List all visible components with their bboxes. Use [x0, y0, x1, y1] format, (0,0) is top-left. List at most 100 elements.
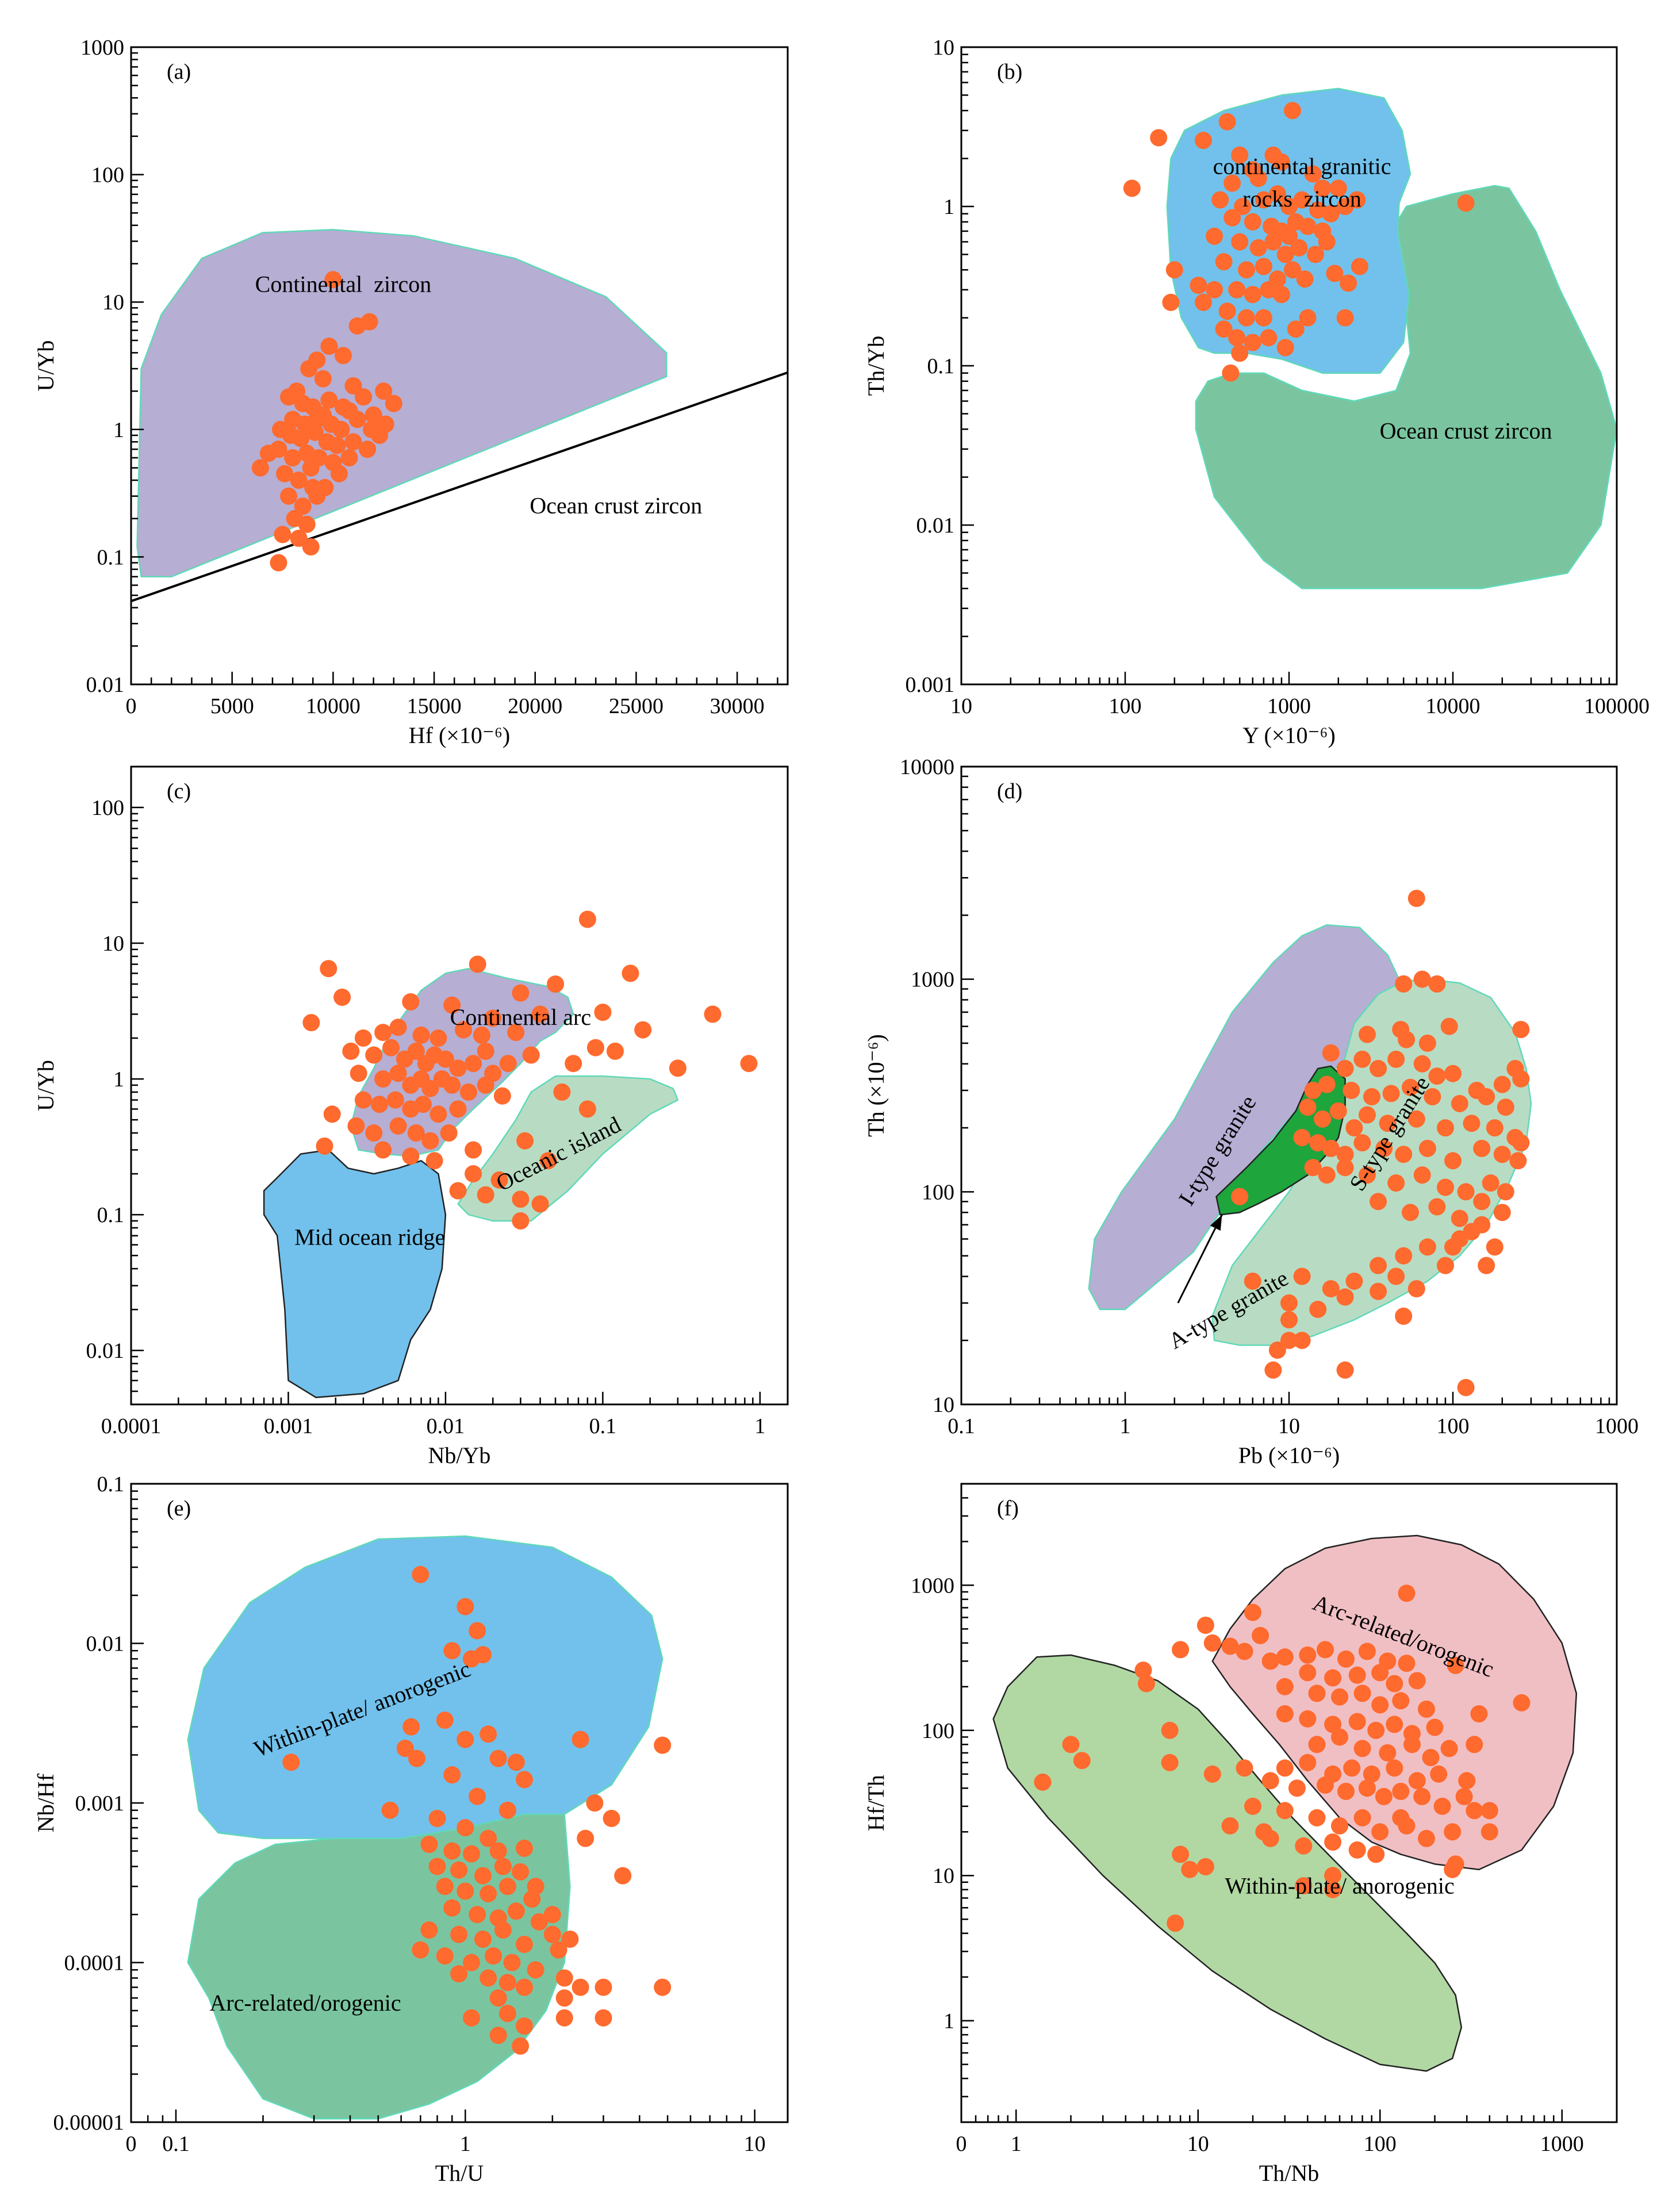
data-point — [493, 1087, 511, 1105]
data-point — [480, 1969, 497, 1987]
data-point — [565, 1055, 582, 1073]
data-point — [1392, 1782, 1410, 1800]
data-point — [527, 1961, 544, 1979]
frame-f — [960, 1483, 1618, 2123]
data-point — [1512, 1021, 1530, 1039]
panel-b: Ocean crust zircon continental granitic ro… — [863, 36, 1650, 748]
data-point — [320, 338, 338, 355]
x-tick-label: 0.1 — [948, 1414, 975, 1438]
data-point — [374, 1024, 392, 1042]
data-point — [1444, 1152, 1462, 1170]
data-point — [1181, 1860, 1199, 1878]
data-point — [1244, 1797, 1261, 1815]
data-point — [1418, 1034, 1436, 1052]
region-label: Continental arc — [450, 1004, 591, 1030]
data-point — [1386, 1675, 1403, 1693]
data-point — [1218, 113, 1236, 131]
y-tick-label: 10 — [102, 932, 124, 956]
data-point — [1343, 1759, 1361, 1777]
data-point — [274, 526, 291, 543]
y-tick-label: 0.1 — [97, 545, 125, 569]
data-point — [1317, 1641, 1334, 1659]
data-point — [1215, 320, 1233, 338]
x-axis-label: Hf (×10⁻⁶) — [409, 722, 510, 748]
data-point — [1359, 1025, 1376, 1043]
data-point — [1340, 274, 1357, 292]
data-point — [1408, 1772, 1426, 1790]
data-point — [1509, 1152, 1527, 1170]
data-point — [1324, 1833, 1342, 1851]
data-point — [740, 1055, 758, 1073]
x-tick-label: 10 — [1187, 2132, 1209, 2156]
data-point — [1402, 1078, 1419, 1096]
data-point — [1367, 1846, 1385, 1863]
y-tick-label: 0.1 — [97, 1203, 125, 1227]
data-point — [457, 1731, 474, 1748]
data-point — [539, 1152, 557, 1170]
data-point — [1463, 1115, 1480, 1132]
data-point — [1363, 1765, 1380, 1783]
y-tick-label: 1 — [943, 2009, 954, 2034]
data-point — [1318, 1166, 1336, 1184]
data-point — [1478, 1257, 1495, 1274]
data-point — [421, 1132, 439, 1150]
data-point — [1413, 970, 1431, 988]
data-point — [1264, 233, 1282, 251]
x-tick-label: 20000 — [508, 694, 562, 718]
data-point — [1308, 1809, 1326, 1827]
data-point — [1493, 1204, 1511, 1222]
data-point — [469, 955, 486, 973]
data-point — [512, 1212, 530, 1230]
x-tick-label: 1 — [1120, 1414, 1131, 1438]
data-point — [436, 1050, 454, 1068]
data-point — [1398, 1584, 1416, 1602]
data-point — [314, 370, 332, 388]
y-tick-label: 0.01 — [86, 1632, 125, 1656]
data-point — [1470, 1705, 1488, 1722]
x-tick-label: 5000 — [210, 694, 254, 718]
data-point — [1353, 1740, 1371, 1758]
data-point — [1451, 1094, 1468, 1112]
data-point — [1370, 1060, 1387, 1077]
data-point — [1255, 1823, 1273, 1841]
y-tick-label: 1000 — [80, 36, 124, 60]
y-tick-label: 100 — [922, 1719, 954, 1743]
data-point — [507, 1902, 525, 1920]
data-point — [455, 1021, 473, 1039]
y-tick-label: 0.001 — [906, 673, 955, 697]
data-point — [586, 1039, 604, 1056]
data-point — [324, 271, 342, 289]
y-axis-label: U/Yb — [33, 340, 59, 392]
data-point — [1493, 1146, 1511, 1163]
data-point — [498, 1974, 516, 1992]
x-tick-label: 0.1 — [162, 2132, 190, 2156]
y-tick-label: 100 — [91, 163, 124, 187]
data-point — [1167, 1915, 1184, 1932]
data-point — [365, 1124, 383, 1142]
data-point — [1457, 1183, 1475, 1201]
data-point — [1359, 1166, 1376, 1184]
data-point — [1264, 1361, 1282, 1379]
data-point — [407, 1042, 425, 1060]
data-point — [1238, 309, 1255, 327]
data-point — [385, 395, 402, 412]
x-axis-label: Nb/Yb — [428, 1442, 491, 1468]
data-point — [1351, 258, 1368, 275]
data-point — [1231, 233, 1249, 251]
data-point — [284, 449, 302, 466]
data-point — [1348, 1841, 1366, 1859]
data-point — [474, 1867, 492, 1885]
x-tick-label: 1 — [460, 2132, 471, 2156]
data-point — [1458, 1772, 1476, 1790]
data-point — [1299, 1098, 1317, 1116]
data-point — [594, 1004, 612, 1021]
data-point — [1478, 1088, 1495, 1105]
data-point — [1299, 217, 1317, 235]
data-point — [389, 1117, 407, 1135]
data-point — [1252, 1626, 1269, 1644]
data-point — [1195, 132, 1212, 150]
region-b-0 — [1195, 185, 1617, 589]
data-point — [251, 459, 269, 477]
x-axis-label: Th/U — [435, 2160, 484, 2186]
data-point — [402, 1147, 420, 1165]
